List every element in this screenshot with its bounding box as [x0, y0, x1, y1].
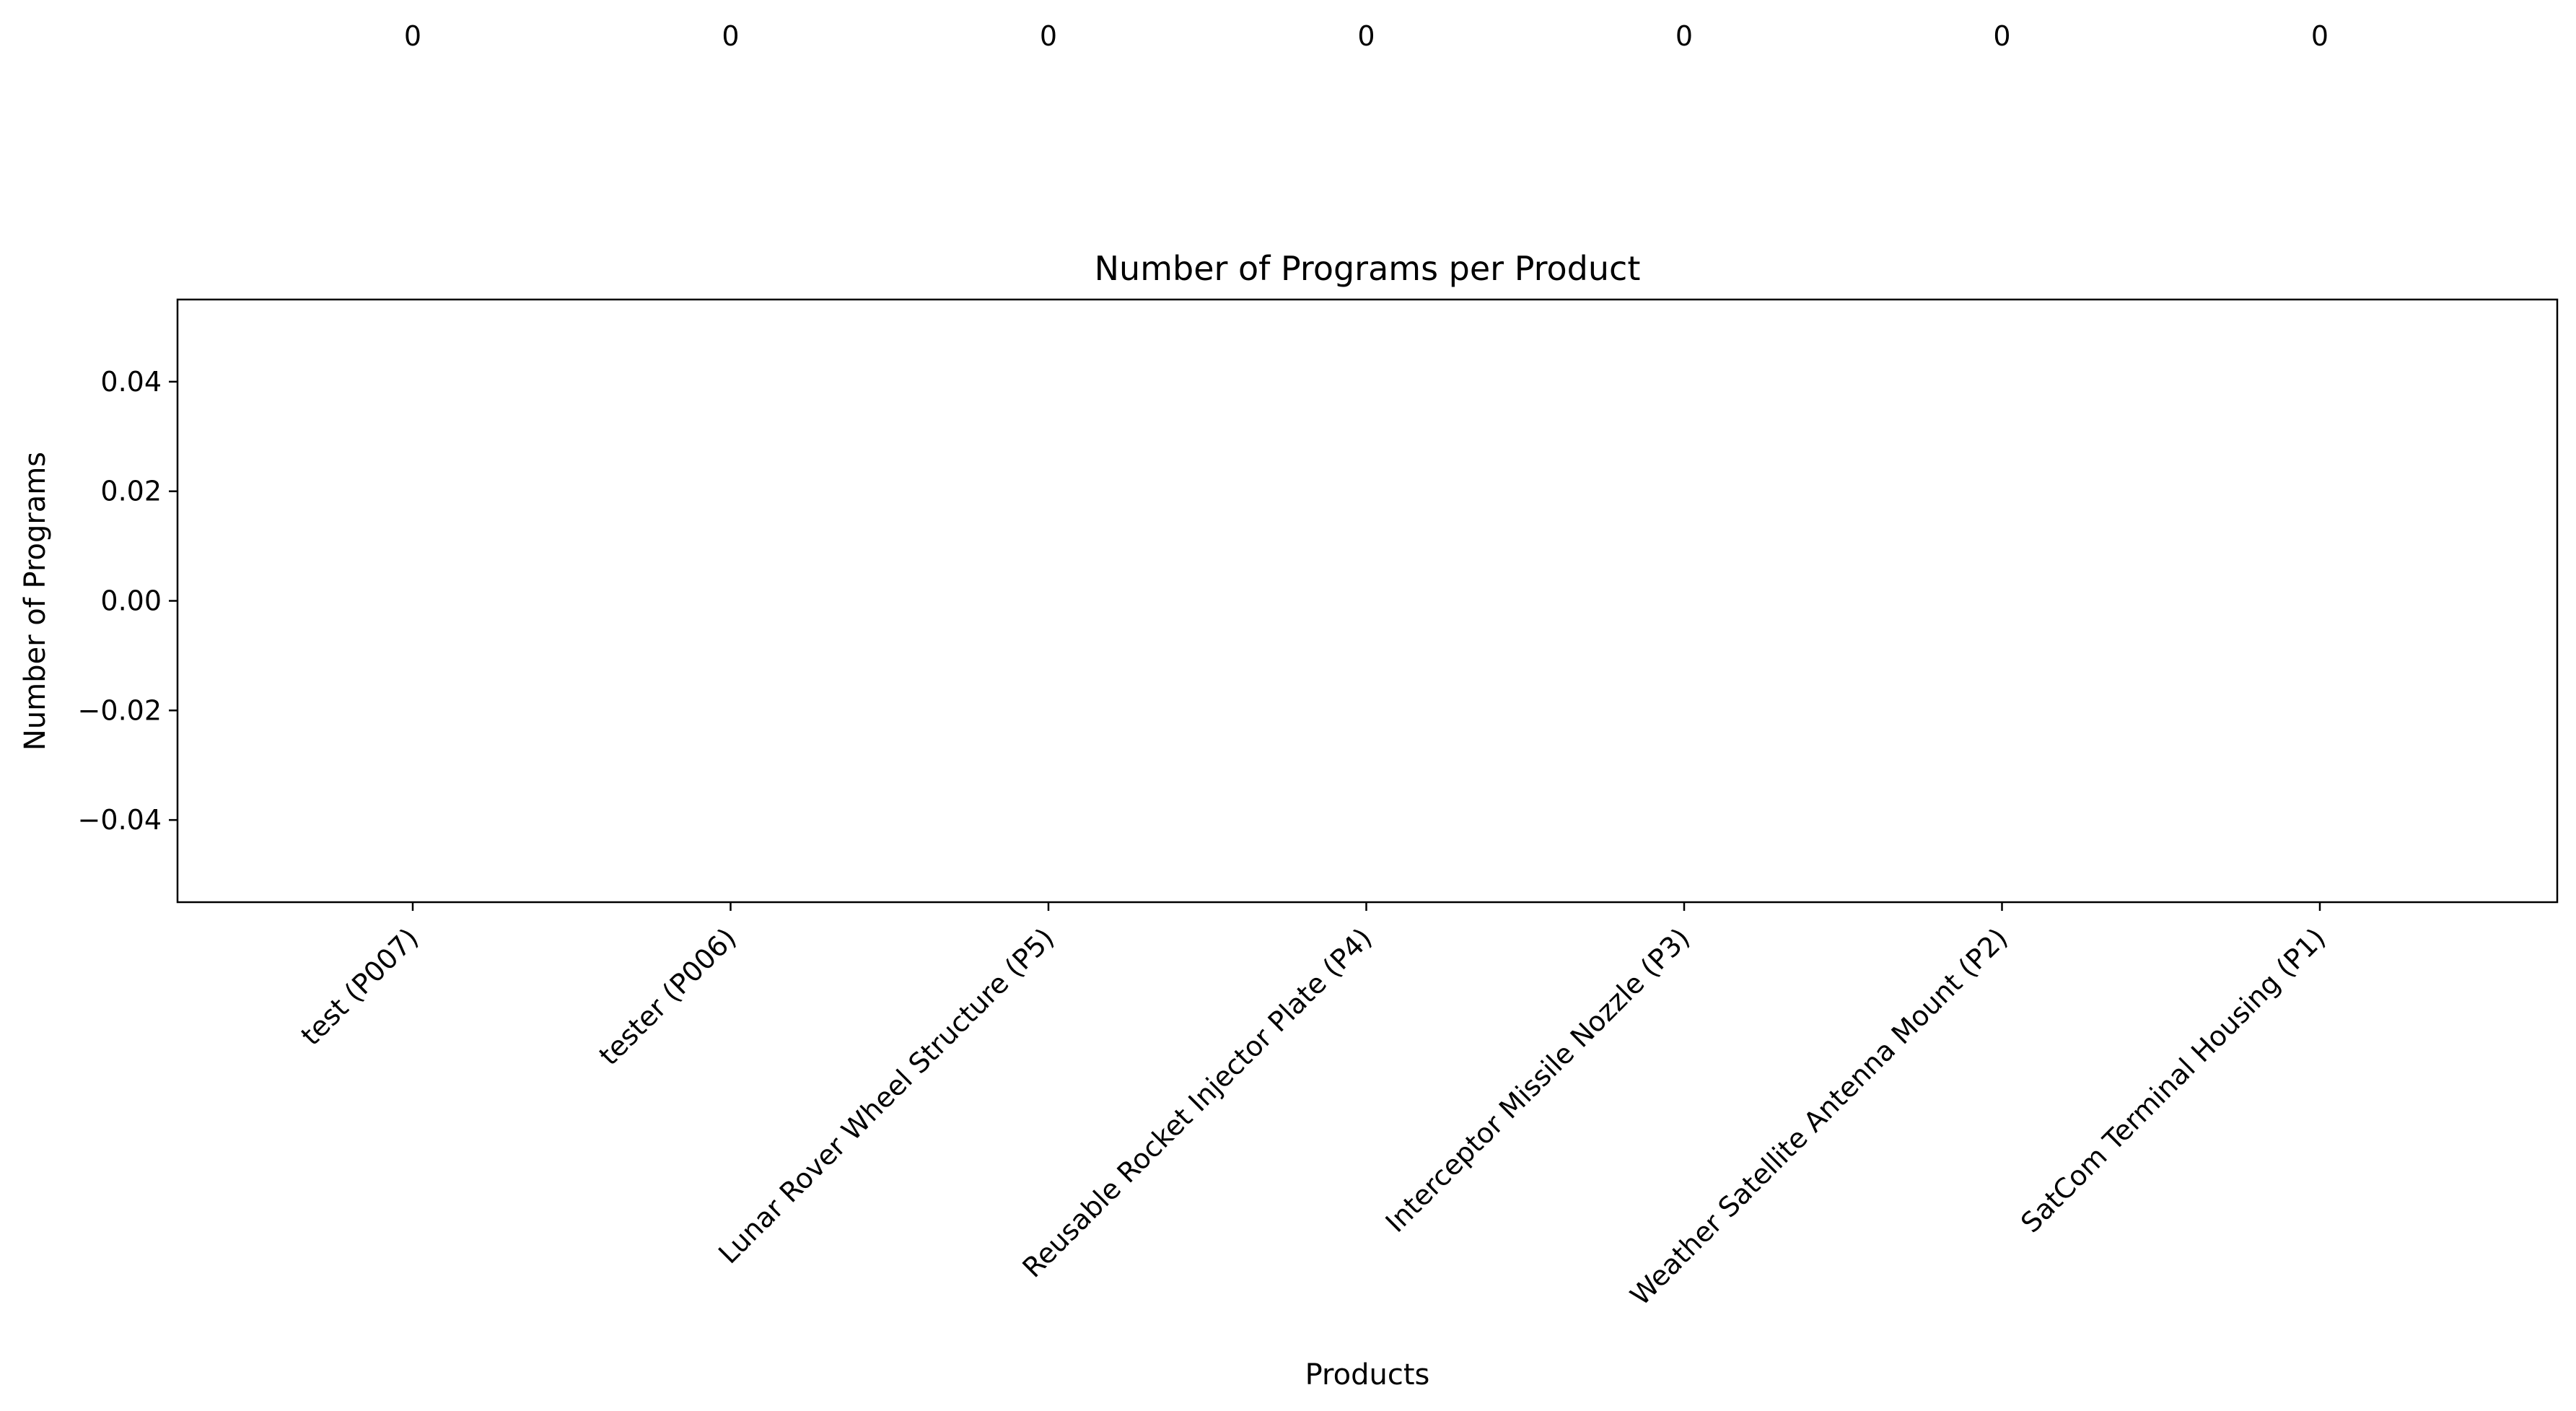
- x-axis-label: Products: [1305, 1358, 1430, 1392]
- plot-area-frame: [176, 298, 2559, 904]
- x-tick-label: tester (P006): [593, 922, 742, 1071]
- y-tick-label: 0.00: [100, 585, 162, 617]
- y-tick-label: −0.02: [78, 694, 162, 726]
- x-tick-label: Lunar Rover Wheel Structure (P5): [712, 922, 1060, 1270]
- x-tick-label: Weather Satellite Antenna Mount (P2): [1624, 922, 2014, 1311]
- bar-value-label: 0: [1675, 20, 1693, 52]
- bar-value-label: 0: [722, 20, 739, 52]
- x-tick-label: SatCom Terminal Housing (P1): [2015, 922, 2331, 1239]
- y-tick-label: −0.04: [78, 804, 162, 836]
- data-labels: 0 0 0 0 0 0 0: [404, 20, 2329, 52]
- bar-value-label: 0: [1993, 20, 2010, 52]
- y-tick-label: 0.02: [100, 476, 162, 507]
- x-tick-label: Reusable Rocket Injector Plate (P4): [1016, 922, 1377, 1283]
- x-axis: test (P007) tester (P006)Lunar Rover Whee…: [295, 902, 2331, 1311]
- bar-value-label: 0: [404, 20, 421, 52]
- x-tick-label: test (P007): [295, 922, 425, 1052]
- y-tick-label: 0.04: [100, 366, 162, 398]
- x-tick-label: Interceptor Missile Nozzle (P3): [1380, 922, 1696, 1239]
- chart-title: Number of Programs per Product: [1095, 249, 1641, 288]
- bar-value-label: 0: [1040, 20, 1057, 52]
- bar-value-label: 0: [2311, 20, 2329, 52]
- bar-value-label: 0: [1357, 20, 1375, 52]
- y-axis: −0.04 −0.02 0.00 0.02 0.04: [78, 366, 178, 836]
- y-axis-label: Number of Programs: [19, 452, 52, 751]
